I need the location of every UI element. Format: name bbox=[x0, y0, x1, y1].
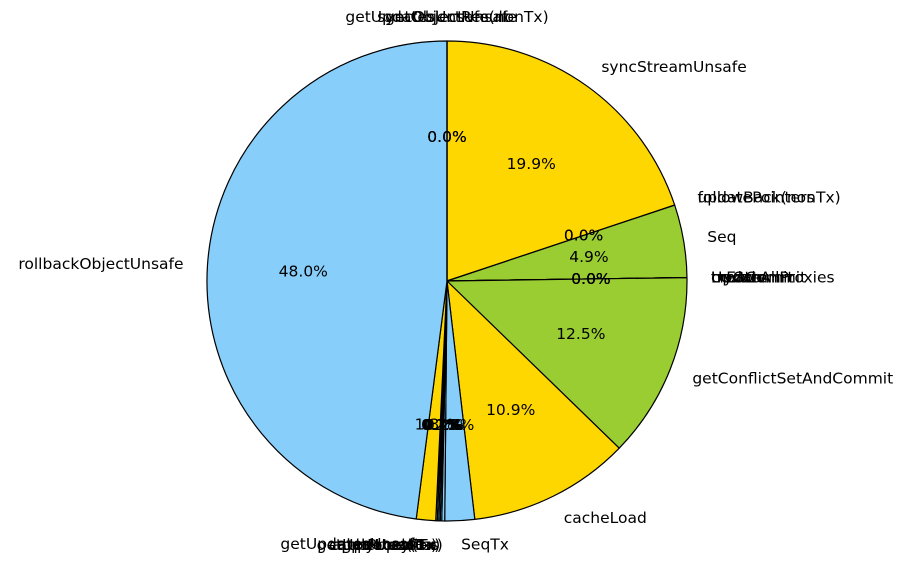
pct-label-getupdatesunsafe-nontx: 0.0% bbox=[427, 128, 466, 146]
category-label-syncstreamunsafe: syncStreamUnsafe bbox=[601, 58, 746, 76]
category-label-getupdatesunsafe-nontx: getUpdatesUnsafe(nonTx) bbox=[345, 8, 548, 26]
category-label-getupdatesunsafe: getUpdatesUnsafe bbox=[280, 535, 423, 553]
pct-label-getconflictsetandcommit: 12.5% bbox=[556, 325, 605, 343]
category-label-createallproxies: createAllProxies bbox=[711, 268, 835, 286]
category-label-rollbackobjectunsafe: rollbackObjectUnsafe bbox=[18, 255, 183, 273]
category-label-getconflictsetandcommit: getConflictSetAndCommit bbox=[692, 369, 893, 387]
category-label-cacheload: cacheLoad bbox=[564, 509, 647, 527]
pct-label-createallproxies: 0.0% bbox=[571, 270, 610, 288]
pct-label-seq: 4.9% bbox=[569, 248, 608, 266]
pct-label-rollbackobjectunsafe: 48.0% bbox=[279, 263, 328, 281]
pct-label-followback-nontx: 0.0% bbox=[564, 226, 603, 244]
pct-label-cacheload: 10.9% bbox=[486, 401, 535, 419]
category-label-seqtx: SeqTx bbox=[461, 536, 509, 554]
pie-slices bbox=[207, 41, 687, 521]
pct-label-syncstreamunsafe: 19.9% bbox=[507, 155, 556, 173]
pct-label-getupdatesunsafe: 1.3% bbox=[415, 415, 454, 433]
category-label-followback-nontx: followBack(nonTx) bbox=[697, 189, 840, 207]
category-label-seq: Seq bbox=[707, 228, 736, 246]
